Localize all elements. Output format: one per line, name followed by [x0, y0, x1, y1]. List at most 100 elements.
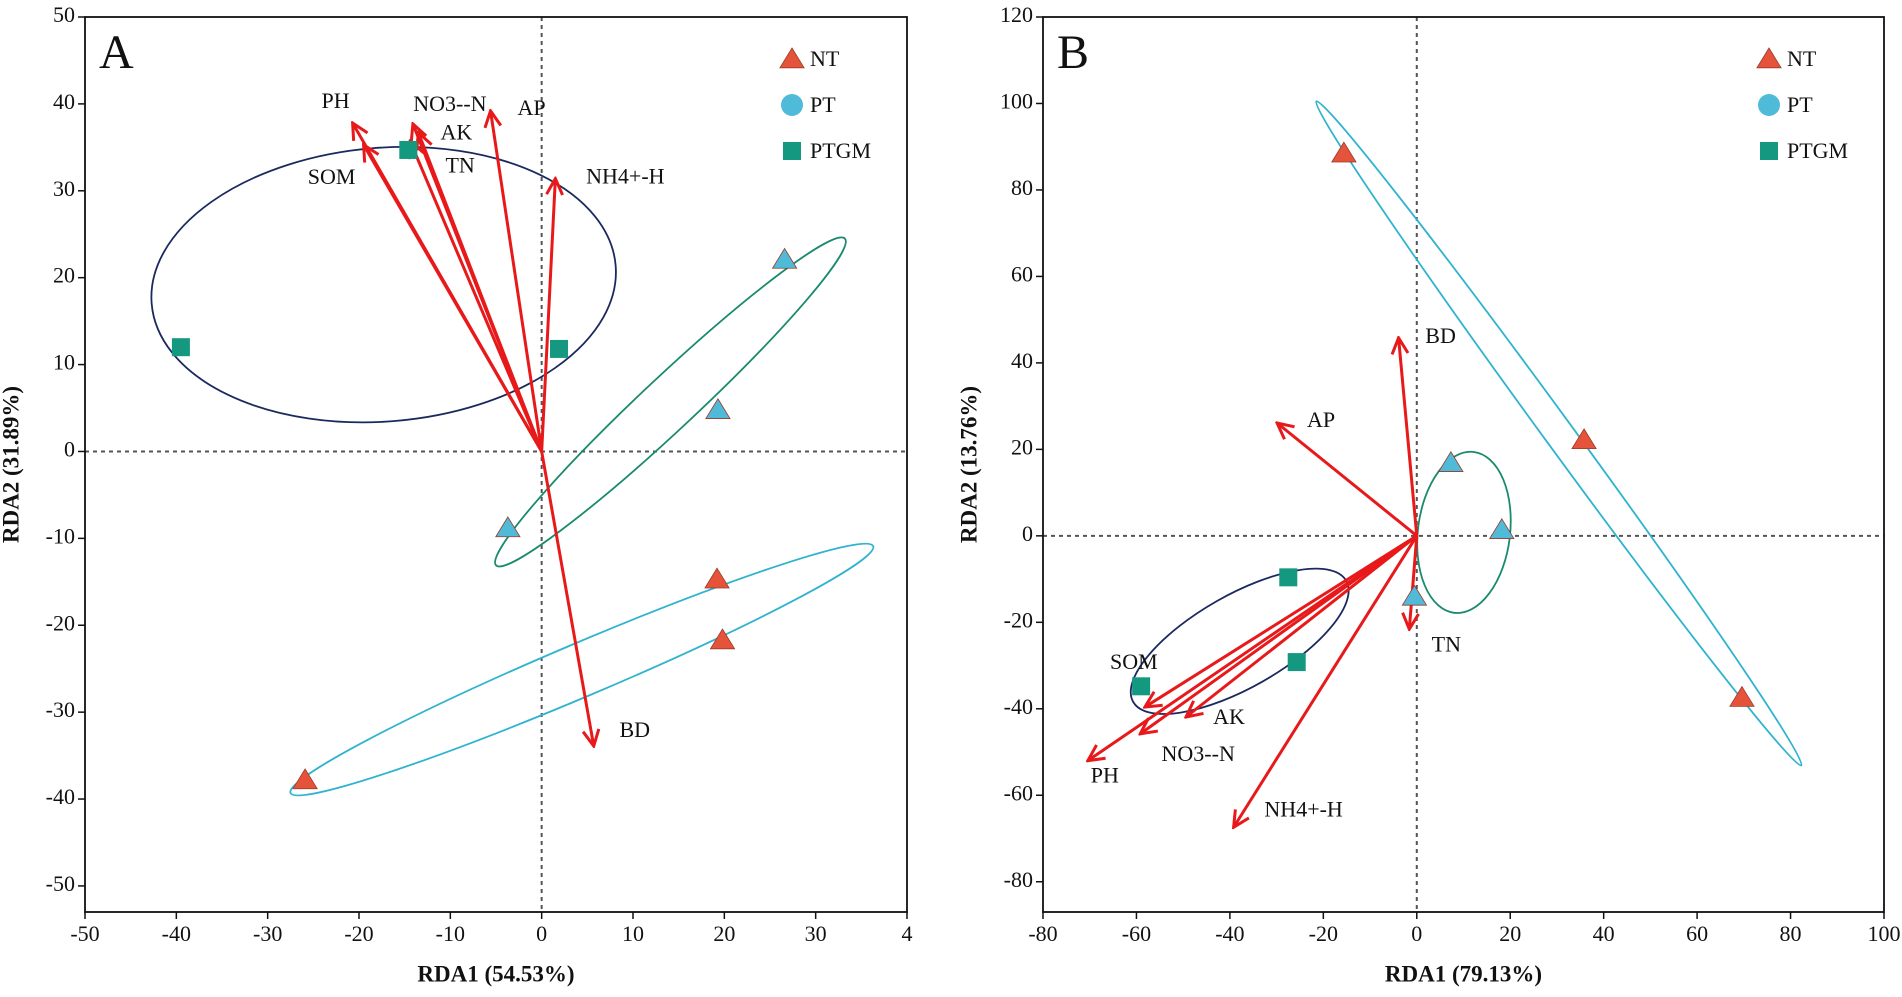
point	[1287, 653, 1306, 672]
legend-marker	[779, 47, 805, 69]
loading-arrow	[540, 451, 594, 746]
arrow-label: TN	[445, 152, 474, 177]
loading-arrow	[410, 141, 544, 453]
y-tick-label: -20	[46, 610, 75, 635]
panel-label: A	[99, 26, 134, 79]
y-tick-label: 80	[1011, 175, 1033, 200]
legend-marker	[781, 94, 803, 116]
y-tick-label: -80	[1004, 867, 1033, 892]
point	[1729, 685, 1755, 707]
arrow-label: NH4+-H	[586, 164, 665, 189]
legend-label: NT	[810, 46, 840, 71]
y-tick-label: -60	[1004, 780, 1033, 805]
y-tick-label: 100	[1000, 89, 1033, 114]
arrow-label: AP	[1307, 407, 1335, 432]
x-tick-label: -30	[253, 921, 282, 946]
point	[171, 338, 190, 357]
plot-frame	[84, 16, 908, 913]
y-axis-label: RDA2 (13.76%)	[956, 386, 981, 543]
y-tick-label: -30	[46, 697, 75, 722]
confidence-ellipse	[1315, 100, 1803, 767]
arrow-label: NO3--N	[1162, 741, 1235, 766]
point	[1331, 141, 1357, 163]
x-tick-label: 20	[1499, 921, 1521, 946]
loading-arrow	[1409, 535, 1416, 629]
y-tick-label: -40	[1004, 694, 1033, 719]
arrow-label: TN	[1432, 631, 1461, 656]
x-tick-label: 40	[1593, 921, 1615, 946]
loading-arrow	[540, 179, 556, 452]
x-tick-label: -40	[1215, 921, 1244, 946]
y-tick-label: 120	[1000, 2, 1033, 27]
y-tick-label: -10	[46, 523, 75, 548]
point	[550, 339, 569, 358]
x-tick-label: 60	[1686, 921, 1708, 946]
y-tick-label: 0	[1022, 521, 1033, 546]
legend-label: PT	[810, 92, 836, 117]
x-tick-label: 0	[536, 921, 547, 946]
arrow-label: BD	[619, 717, 650, 742]
legend-label: NT	[1787, 46, 1817, 71]
legend-label: PT	[1787, 92, 1813, 117]
arrow-label: AK	[1213, 704, 1245, 729]
y-tick-label: 20	[1011, 434, 1033, 459]
x-tick-label: -10	[436, 921, 465, 946]
point	[1438, 451, 1464, 472]
arrow-label: PH	[322, 88, 350, 113]
point	[771, 247, 798, 269]
legend-marker	[1756, 47, 1782, 69]
point	[705, 397, 731, 419]
x-tick-label: 10	[622, 921, 644, 946]
point	[1571, 428, 1597, 450]
legend-label: PTGM	[810, 138, 871, 163]
arrow-label: BD	[1425, 323, 1456, 348]
x-tick-label: -80	[1028, 921, 1057, 946]
x-tick-label: 20	[713, 921, 735, 946]
y-tick-label: -50	[46, 871, 75, 896]
point	[399, 140, 418, 159]
arrow-label: PH	[1091, 763, 1119, 788]
x-axis-label: RDA1 (54.53%)	[417, 961, 574, 986]
point	[1279, 568, 1298, 587]
x-tick-label: -50	[70, 921, 99, 946]
confidence-ellipse	[289, 542, 875, 797]
y-tick-label: 40	[53, 89, 75, 114]
loading-arrow	[1234, 535, 1419, 827]
y-tick-label: 0	[64, 437, 75, 462]
x-tick-label: 4	[902, 921, 913, 946]
y-tick-label: 60	[1011, 261, 1033, 286]
x-tick-label: -60	[1122, 921, 1151, 946]
arrow-label: NH4+-H	[1264, 796, 1343, 821]
arrow-label: AK	[440, 120, 472, 145]
panel: -50 -40 -30 -20 -10 0 10 20 30 4 -50 -40 -30 -20 -10 0 1…	[0, 2, 913, 986]
loading-arrow	[491, 111, 544, 452]
arrow-label: SOM	[308, 164, 356, 189]
point	[495, 516, 521, 538]
y-tick-label: 40	[1011, 348, 1033, 373]
x-tick-label: 80	[1780, 921, 1802, 946]
arrow-label: AP	[517, 95, 545, 120]
point	[1488, 518, 1515, 539]
legend-marker	[1758, 94, 1780, 116]
point	[1132, 677, 1151, 696]
x-tick-label: 0	[1411, 921, 1422, 946]
loading-arrow	[418, 133, 544, 453]
y-tick-label: -20	[1004, 607, 1033, 632]
legend-label: PTGM	[1787, 138, 1848, 163]
loading-arrow	[1186, 534, 1418, 717]
x-tick-label: -20	[1309, 921, 1338, 946]
x-tick-label: -40	[162, 921, 191, 946]
loading-arrow	[1277, 423, 1418, 538]
y-tick-label: -40	[46, 784, 75, 809]
y-tick-label: 10	[53, 350, 75, 375]
panel: -80 -60 -40 -20 0 20 40 60 80 100 -80 -60 -40 -20 0 20 4…	[956, 2, 1900, 986]
legend-marker	[783, 142, 801, 160]
point	[704, 567, 730, 589]
y-tick-label: 20	[53, 263, 75, 288]
x-tick-label: 100	[1868, 921, 1901, 946]
point	[292, 768, 318, 790]
loading-arrow	[364, 145, 543, 453]
loading-arrow	[1088, 534, 1418, 761]
plot-frame	[1042, 16, 1885, 913]
